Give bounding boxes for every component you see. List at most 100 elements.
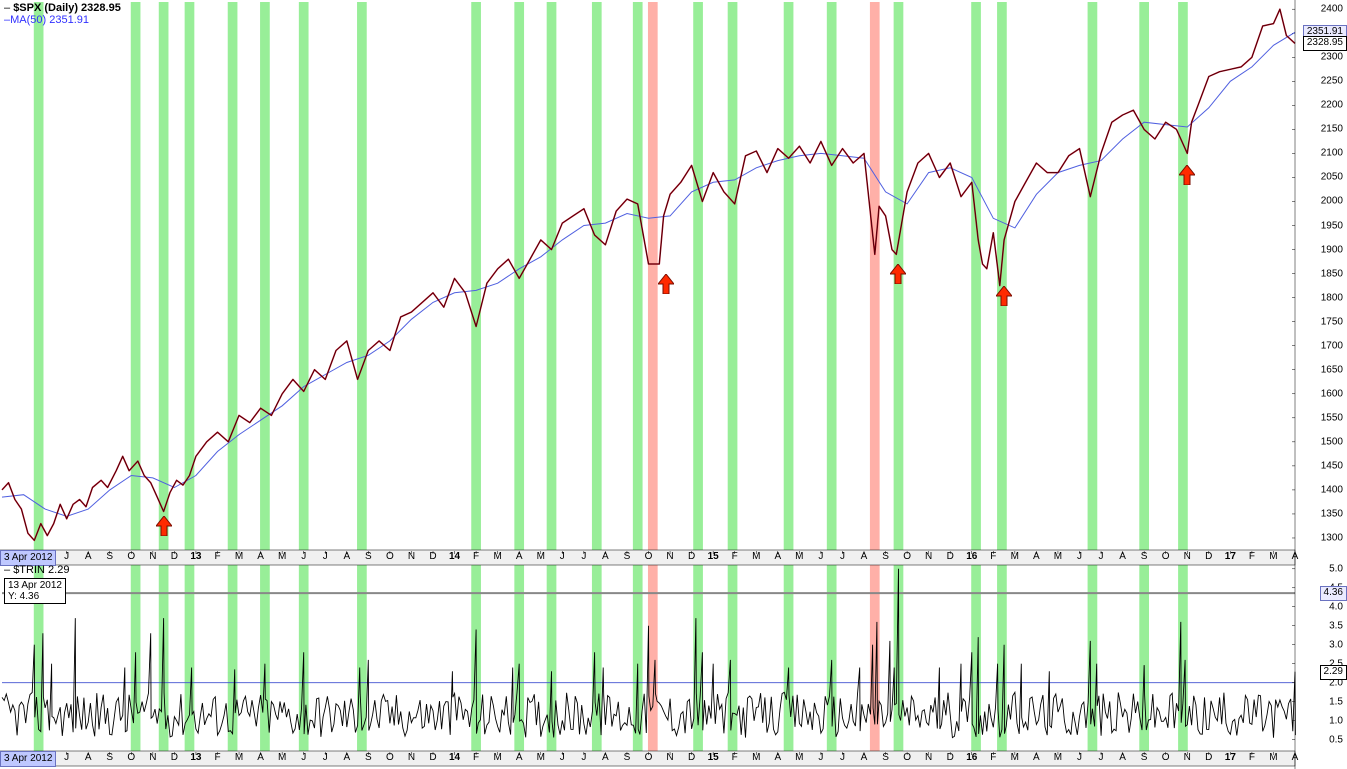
ytick-bot: 0.5: [1329, 734, 1343, 745]
xtick: F: [214, 551, 220, 562]
ytick-top: 1750: [1321, 316, 1343, 327]
xaxis-top: JJASONDFMAMJJASONDFMAMJJASONDFMAMJJASOND…: [0, 551, 1295, 566]
xtick: S: [106, 551, 113, 562]
legend-ma: –MA(50) 2351.91: [4, 14, 89, 26]
ytick-top: 2200: [1321, 100, 1343, 111]
xtick: M: [1269, 551, 1277, 562]
xtick: J: [560, 551, 565, 562]
xtick: N: [149, 551, 156, 562]
yaxis-badge-trin-last: 2.29: [1320, 665, 1347, 680]
xtick: N: [925, 551, 932, 562]
ytick-bot: 4.0: [1329, 601, 1343, 612]
ytick-top: 1950: [1321, 220, 1343, 231]
xtick: J: [323, 551, 328, 562]
xtick: A: [774, 752, 781, 763]
xtick: N: [149, 752, 156, 763]
xtick: M: [537, 752, 545, 763]
xtick: F: [990, 551, 996, 562]
xtick: M: [1011, 551, 1019, 562]
ytick-top: 2050: [1321, 172, 1343, 183]
xtick: S: [624, 752, 631, 763]
xtick: J: [818, 752, 823, 763]
ytick-top: 1800: [1321, 292, 1343, 303]
xtick: A: [257, 551, 264, 562]
xtick: M: [752, 551, 760, 562]
chart-canvas: [0, 0, 1347, 769]
ytick-top: 2300: [1321, 52, 1343, 63]
xtick: M: [795, 752, 803, 763]
xtick: J: [1099, 752, 1104, 763]
xtick: J: [581, 752, 586, 763]
xtick: F: [732, 752, 738, 763]
xtick: A: [516, 551, 523, 562]
ytick-top: 1900: [1321, 244, 1343, 255]
xtick: M: [1269, 752, 1277, 763]
xtick: 16: [966, 752, 977, 763]
xtick: F: [1249, 551, 1255, 562]
arrow-up-icon: [890, 264, 906, 284]
xtick: S: [624, 551, 631, 562]
xtick: O: [903, 551, 911, 562]
xtick: D: [688, 551, 695, 562]
xtick: 15: [708, 752, 719, 763]
ytick-bot: 5.0: [1329, 563, 1343, 574]
xtick: D: [947, 752, 954, 763]
xtick: F: [732, 551, 738, 562]
xtick: D: [429, 752, 436, 763]
xtick: A: [343, 752, 350, 763]
xtick: S: [365, 551, 372, 562]
xtick: A: [1033, 752, 1040, 763]
legend-spx: – $SPX (Daily) 2328.95: [4, 2, 121, 14]
xaxis-bot: JJASONDFMAMJJASONDFMAMJJASONDFMAMJJASOND…: [0, 752, 1295, 767]
xtick: A: [1292, 752, 1299, 763]
xtick: F: [1249, 752, 1255, 763]
xtick: A: [602, 551, 609, 562]
xtick: N: [925, 752, 932, 763]
xtick: S: [882, 551, 889, 562]
xtick: J: [560, 752, 565, 763]
ytick-top: 1550: [1321, 412, 1343, 423]
xtick: A: [1119, 752, 1126, 763]
xaxis-date-badge-bot: 3 Apr 2012: [0, 751, 56, 767]
xtick: O: [903, 752, 911, 763]
xtick: J: [323, 752, 328, 763]
xtick: F: [473, 551, 479, 562]
xtick: J: [840, 551, 845, 562]
xtick: A: [1119, 551, 1126, 562]
xtick: M: [795, 551, 803, 562]
legend-trin: – $TRIN 2.29: [4, 564, 69, 576]
xtick: J: [1099, 551, 1104, 562]
xtick: 16: [966, 551, 977, 562]
xtick: O: [645, 551, 653, 562]
xtick: A: [1292, 551, 1299, 562]
xtick: 17: [1225, 752, 1236, 763]
arrow-up-icon: [658, 274, 674, 294]
xtick: D: [688, 752, 695, 763]
xtick: A: [257, 752, 264, 763]
xtick: O: [127, 752, 135, 763]
xtick: N: [666, 752, 673, 763]
ytick-top: 2000: [1321, 196, 1343, 207]
xtick: A: [85, 752, 92, 763]
xtick: A: [774, 551, 781, 562]
ytick-bot: 3.5: [1329, 620, 1343, 631]
ytick-top: 1850: [1321, 268, 1343, 279]
xtick: M: [1054, 551, 1062, 562]
xtick: A: [861, 551, 868, 562]
xtick: A: [1033, 551, 1040, 562]
xtick: A: [516, 752, 523, 763]
xtick: 14: [449, 752, 460, 763]
xtick: A: [602, 752, 609, 763]
ytick-top: 2250: [1321, 76, 1343, 87]
xtick: F: [214, 752, 220, 763]
xtick: 13: [190, 551, 201, 562]
xtick: D: [1205, 551, 1212, 562]
ytick-top: 1600: [1321, 388, 1343, 399]
arrow-up-icon: [996, 286, 1012, 306]
arrow-up-icon: [156, 516, 172, 536]
xtick: J: [840, 752, 845, 763]
xtick: M: [493, 752, 501, 763]
xtick: J: [818, 551, 823, 562]
xtick: D: [429, 551, 436, 562]
xtick: M: [235, 551, 243, 562]
